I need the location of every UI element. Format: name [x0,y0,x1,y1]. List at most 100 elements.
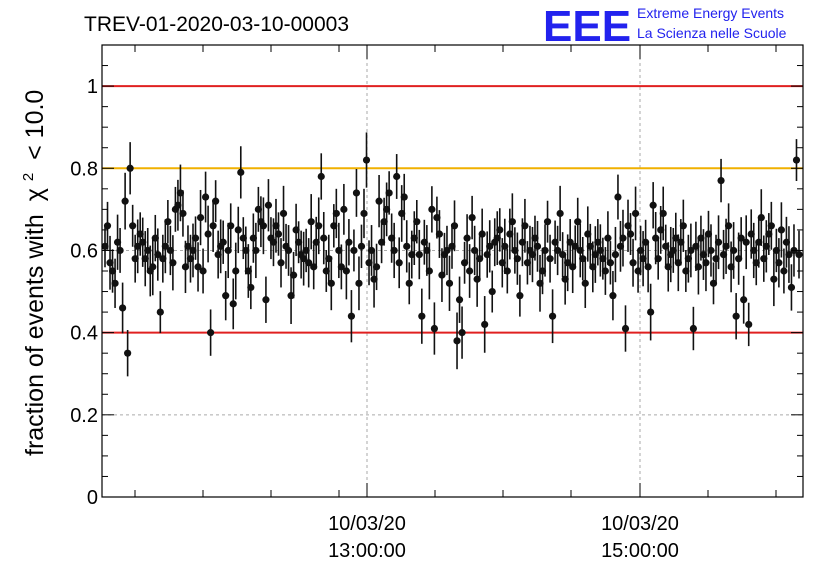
data-point [375,175,383,228]
marker [533,242,542,250]
marker [372,263,381,271]
data-point [501,218,509,274]
marker [390,246,398,255]
marker [501,242,509,250]
data-point [352,169,361,217]
data-point [521,198,529,253]
marker [606,259,615,267]
data-point [463,214,471,263]
marker [604,234,612,242]
data-point [237,146,245,199]
data-point [604,211,612,266]
marker [689,324,697,333]
data-point [327,256,335,311]
data-point [455,276,464,323]
marker [207,329,215,337]
data-point [219,220,227,264]
data-point [179,190,187,237]
y-tick-label: 0.2 [70,405,98,427]
data-point [234,206,242,254]
data-point [717,158,725,203]
data-point [516,274,524,317]
data-point [342,242,350,300]
marker [305,259,313,267]
marker [481,320,489,329]
data-point [574,197,582,246]
data-point [777,202,785,258]
data-point [229,278,237,330]
data-point [156,291,164,334]
data-point [121,172,129,230]
y-axis-label-superscript: 2 [20,173,37,181]
data-point [770,252,778,307]
marker [337,263,345,271]
marker [425,267,433,275]
marker [601,267,609,275]
marker [496,226,504,234]
marker [775,259,783,267]
marker [546,255,554,263]
data-point [430,302,438,355]
marker [405,279,413,287]
data-point [129,204,137,247]
marker [445,279,454,287]
data-point [395,237,403,289]
data-point [154,228,162,281]
marker [237,168,245,176]
logo-line-2: La Scienza nelle Scuole [637,25,787,41]
data-point [305,238,313,288]
marker [541,246,549,255]
x-tick-label-time: 15:00:00 [601,540,679,562]
data-point [543,200,552,243]
marker [644,263,652,271]
data-point [116,228,124,273]
data-point [390,222,398,279]
marker [574,218,582,226]
marker [169,259,177,267]
marker [194,263,202,271]
reference-lines [102,85,803,334]
data-point [714,215,723,270]
marker [619,234,627,242]
y-tick-label: 0 [87,487,98,509]
data-point [689,306,697,351]
y-axis-label-main: fraction of events with [21,214,49,456]
marker [717,177,725,185]
marker [732,312,740,320]
data-point [481,296,489,353]
data-point [149,238,157,296]
data-point [619,209,627,267]
data-point [694,239,703,295]
marker [611,250,620,259]
data-point [707,224,715,277]
marker [121,197,129,205]
marker [375,197,383,205]
marker [516,292,524,300]
marker [393,172,401,181]
data-point [496,208,504,252]
marker [340,205,348,213]
data-point [119,282,127,334]
marker [179,209,187,218]
marker [463,234,471,242]
marker [345,238,353,246]
data-point [606,241,615,285]
marker [486,242,494,250]
marker [455,296,464,304]
marker [415,250,423,259]
marker [679,222,687,230]
marker [450,222,459,230]
data-point [264,179,273,232]
data-point [767,201,775,250]
marker [284,246,293,255]
marker [513,255,521,263]
data-point [702,234,710,292]
marker [649,201,657,209]
data-point [556,185,564,242]
data-point [207,309,215,356]
data-point [775,238,783,288]
y-axis-label-tail: < 10.0 [21,90,49,160]
marker [224,246,232,255]
data-point [732,293,740,340]
